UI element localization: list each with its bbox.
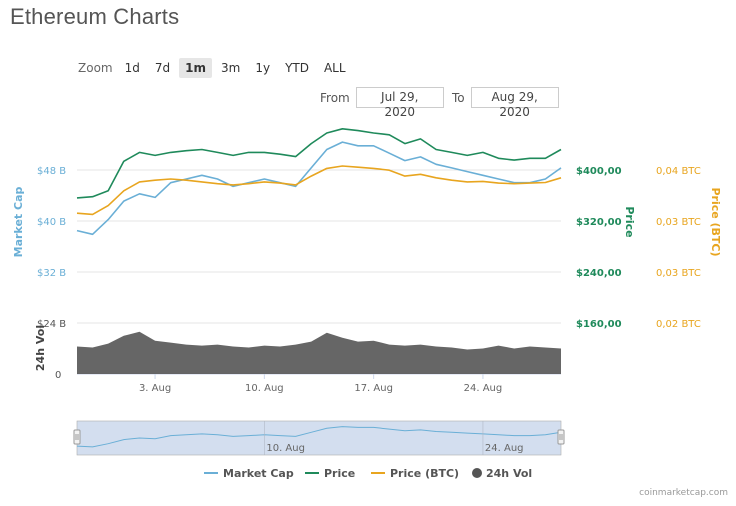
market-cap-line-series [76, 141, 562, 236]
x-tick-label: 17. Aug [354, 383, 393, 394]
price-tick-label: $320,00 [576, 217, 622, 228]
zoom-1m-button[interactable]: 1m [179, 58, 212, 78]
price-btc-tick-label: 0,03 BTC [656, 268, 701, 279]
volume-tick-label: 0 [55, 370, 61, 381]
navigator-series [76, 426, 562, 448]
date-range-to: To Aug 29, 2020 [452, 87, 559, 119]
market-cap-tick-label: $48 B [37, 166, 66, 177]
price-tick-label: $240,00 [576, 268, 622, 279]
zoom-ytd-button[interactable]: YTD [285, 61, 309, 75]
navigator-right-handle[interactable] [557, 429, 565, 445]
market-cap-tick-label: $40 B [37, 217, 66, 228]
legend-item-label[interactable]: Market Cap [223, 467, 294, 480]
price-btc-tick-label: 0,04 BTC [656, 166, 701, 177]
page-title: Ethereum Charts [10, 4, 180, 29]
legend-item-label[interactable]: Price (BTC) [390, 467, 459, 480]
zoom-7d-button[interactable]: 7d [154, 61, 171, 75]
x-tick-label: 3. Aug [139, 383, 171, 394]
zoom-toolbar: Zoom 1d 7d 1m 3m 1y YTD ALL [78, 58, 355, 78]
price-btc-axis-title: Price (BTC) [709, 187, 722, 256]
to-date-input[interactable]: Aug 29, 2020 [470, 87, 559, 119]
to-label: To [452, 90, 465, 105]
navigator-left-handle[interactable] [73, 429, 81, 445]
date-range-from: From Jul 29, 2020 [320, 87, 444, 119]
legend-item-label[interactable]: 24h Vol [486, 467, 532, 480]
zoom-1d-button[interactable]: 1d [124, 61, 140, 75]
price-tick-label: $400,00 [576, 166, 622, 177]
from-date-input[interactable]: Jul 29, 2020 [355, 87, 444, 119]
volume-area-series [77, 331, 561, 374]
navigator-tick-label: 24. Aug [485, 443, 524, 454]
zoom-all-button[interactable]: ALL [323, 61, 346, 75]
volume-tick-label: $24 B [37, 319, 66, 330]
price-axis-title: Price [623, 206, 636, 237]
zoom-3m-button[interactable]: 3m [220, 61, 241, 75]
from-label: From [320, 90, 350, 105]
credit-text: coinmarketcap.com [639, 488, 728, 498]
x-tick-label: 24. Aug [464, 383, 503, 394]
price-tick-label: $160,00 [576, 319, 622, 330]
price-btc-line-series [76, 165, 562, 216]
price-btc-tick-label: 0,03 BTC [656, 217, 701, 228]
market-cap-tick-label: $32 B [37, 268, 66, 279]
navigator-tick-label: 10. Aug [266, 443, 305, 454]
legend-symbol [472, 468, 482, 478]
market-cap-axis-title: Market Cap [12, 187, 25, 258]
zoom-1y-button[interactable]: 1y [255, 61, 271, 75]
price-btc-tick-label: 0,02 BTC [656, 319, 701, 330]
volume-axis-title: 24h Vol [34, 325, 47, 371]
zoom-label: Zoom [78, 61, 113, 75]
x-tick-label: 10. Aug [245, 383, 284, 394]
price-line-series [76, 128, 562, 199]
legend-item-label[interactable]: Price [324, 467, 355, 480]
